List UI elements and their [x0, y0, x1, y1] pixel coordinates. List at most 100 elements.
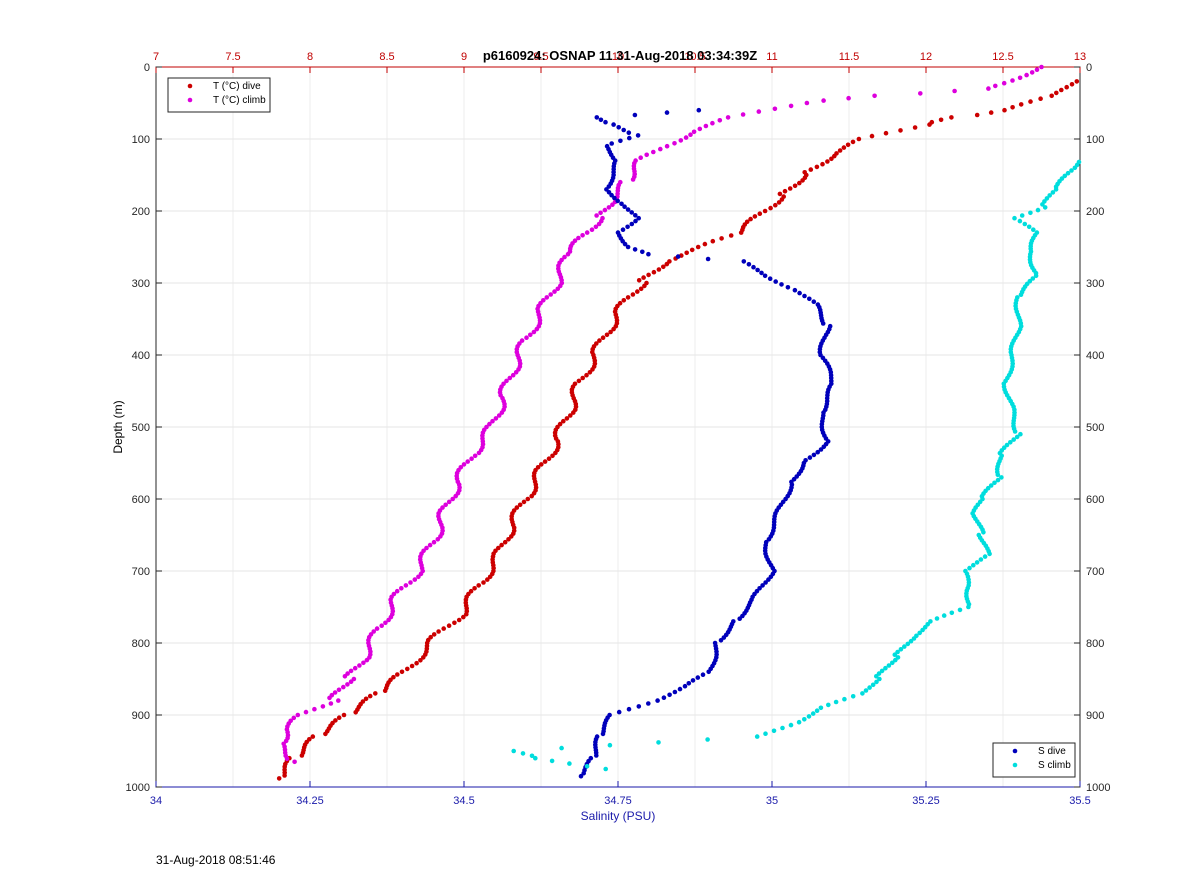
y-tick-label-right: 200 — [1086, 206, 1104, 218]
data-point — [757, 211, 763, 216]
y-tick-label-right: 0 — [1086, 62, 1092, 74]
data-point — [825, 159, 830, 164]
data-point — [842, 696, 847, 702]
data-point — [832, 153, 837, 159]
data-point — [399, 669, 405, 675]
data-point — [651, 149, 656, 155]
data-point — [621, 127, 626, 133]
data-point — [610, 202, 615, 207]
data-point — [772, 106, 778, 112]
data-point — [890, 660, 895, 666]
data-point — [284, 756, 290, 762]
data-point — [348, 679, 354, 684]
data-point — [336, 698, 341, 703]
data-point — [342, 674, 348, 679]
data-point — [974, 112, 980, 118]
data-point — [982, 554, 988, 559]
data-point — [841, 145, 847, 150]
data-point — [578, 773, 584, 779]
data-point — [391, 674, 396, 680]
data-point — [576, 378, 582, 384]
data-point — [807, 455, 813, 460]
data-point — [705, 256, 711, 262]
data-point — [1018, 292, 1024, 298]
data-point — [748, 216, 753, 222]
data-point — [642, 283, 647, 289]
data-point — [867, 685, 872, 690]
data-point — [627, 135, 632, 141]
data-point — [806, 714, 812, 719]
data-point — [581, 770, 586, 776]
data-point — [688, 132, 693, 137]
data-point — [476, 450, 482, 456]
data-point — [656, 267, 662, 272]
data-point — [927, 122, 932, 127]
data-point — [550, 453, 555, 459]
data-point — [821, 98, 826, 103]
data-point — [295, 712, 301, 718]
data-point — [1001, 80, 1007, 86]
data-point — [490, 418, 495, 424]
data-point — [633, 213, 638, 218]
data-point — [517, 502, 523, 508]
data-point — [632, 112, 638, 118]
data-point — [510, 372, 516, 378]
data-point — [811, 452, 817, 458]
series-s-climb — [511, 159, 1082, 772]
data-point — [292, 759, 297, 765]
data-point — [1017, 218, 1023, 224]
data-point — [382, 688, 388, 693]
data-point — [636, 215, 641, 221]
data-point — [1008, 440, 1013, 445]
legend-marker — [187, 97, 193, 103]
data-point — [421, 655, 426, 660]
data-point — [1038, 96, 1043, 101]
data-point — [386, 617, 391, 623]
data-point — [833, 699, 839, 705]
data-point — [782, 188, 788, 194]
data-point — [539, 462, 544, 467]
data-point — [552, 289, 557, 294]
top-x-tick-label: 8.5 — [379, 51, 394, 63]
data-point — [416, 574, 421, 580]
data-point — [630, 292, 636, 297]
data-point — [810, 711, 816, 716]
data-point — [820, 321, 826, 326]
data-point — [450, 496, 456, 502]
data-point — [1069, 82, 1075, 87]
data-point — [638, 155, 643, 160]
data-point — [797, 180, 802, 186]
data-point — [525, 496, 531, 502]
data-point — [465, 459, 471, 464]
data-point — [622, 241, 628, 247]
data-point — [766, 537, 772, 542]
top-x-tick-label: 11.5 — [839, 51, 860, 63]
data-point — [464, 611, 469, 617]
data-point — [995, 477, 1001, 483]
data-point — [737, 616, 742, 621]
data-point — [1053, 187, 1059, 192]
data-point — [988, 110, 994, 115]
data-point — [986, 86, 991, 91]
data-point — [616, 125, 621, 130]
data-point — [469, 456, 474, 462]
data-point — [534, 326, 540, 332]
data-point — [718, 638, 724, 643]
data-point — [341, 712, 347, 718]
series-s-dive — [578, 107, 834, 779]
data-point — [580, 375, 585, 381]
x-tick-label: 34 — [150, 795, 162, 807]
data-point — [549, 758, 555, 764]
y-tick-label: 800 — [132, 638, 150, 650]
data-point — [533, 755, 538, 761]
data-point — [820, 161, 825, 167]
data-point — [529, 493, 534, 499]
data-point — [630, 177, 636, 182]
data-point — [571, 410, 576, 415]
data-point — [656, 740, 661, 745]
data-point — [587, 370, 593, 375]
legend-marker — [1012, 762, 1018, 768]
axes: 34 34.25 34.5 34.75 35 35.25 35.5 7 7.5 8 8.5 9 9.5 1… — [126, 51, 1111, 807]
data-point — [481, 580, 486, 585]
data-point — [1062, 173, 1068, 179]
